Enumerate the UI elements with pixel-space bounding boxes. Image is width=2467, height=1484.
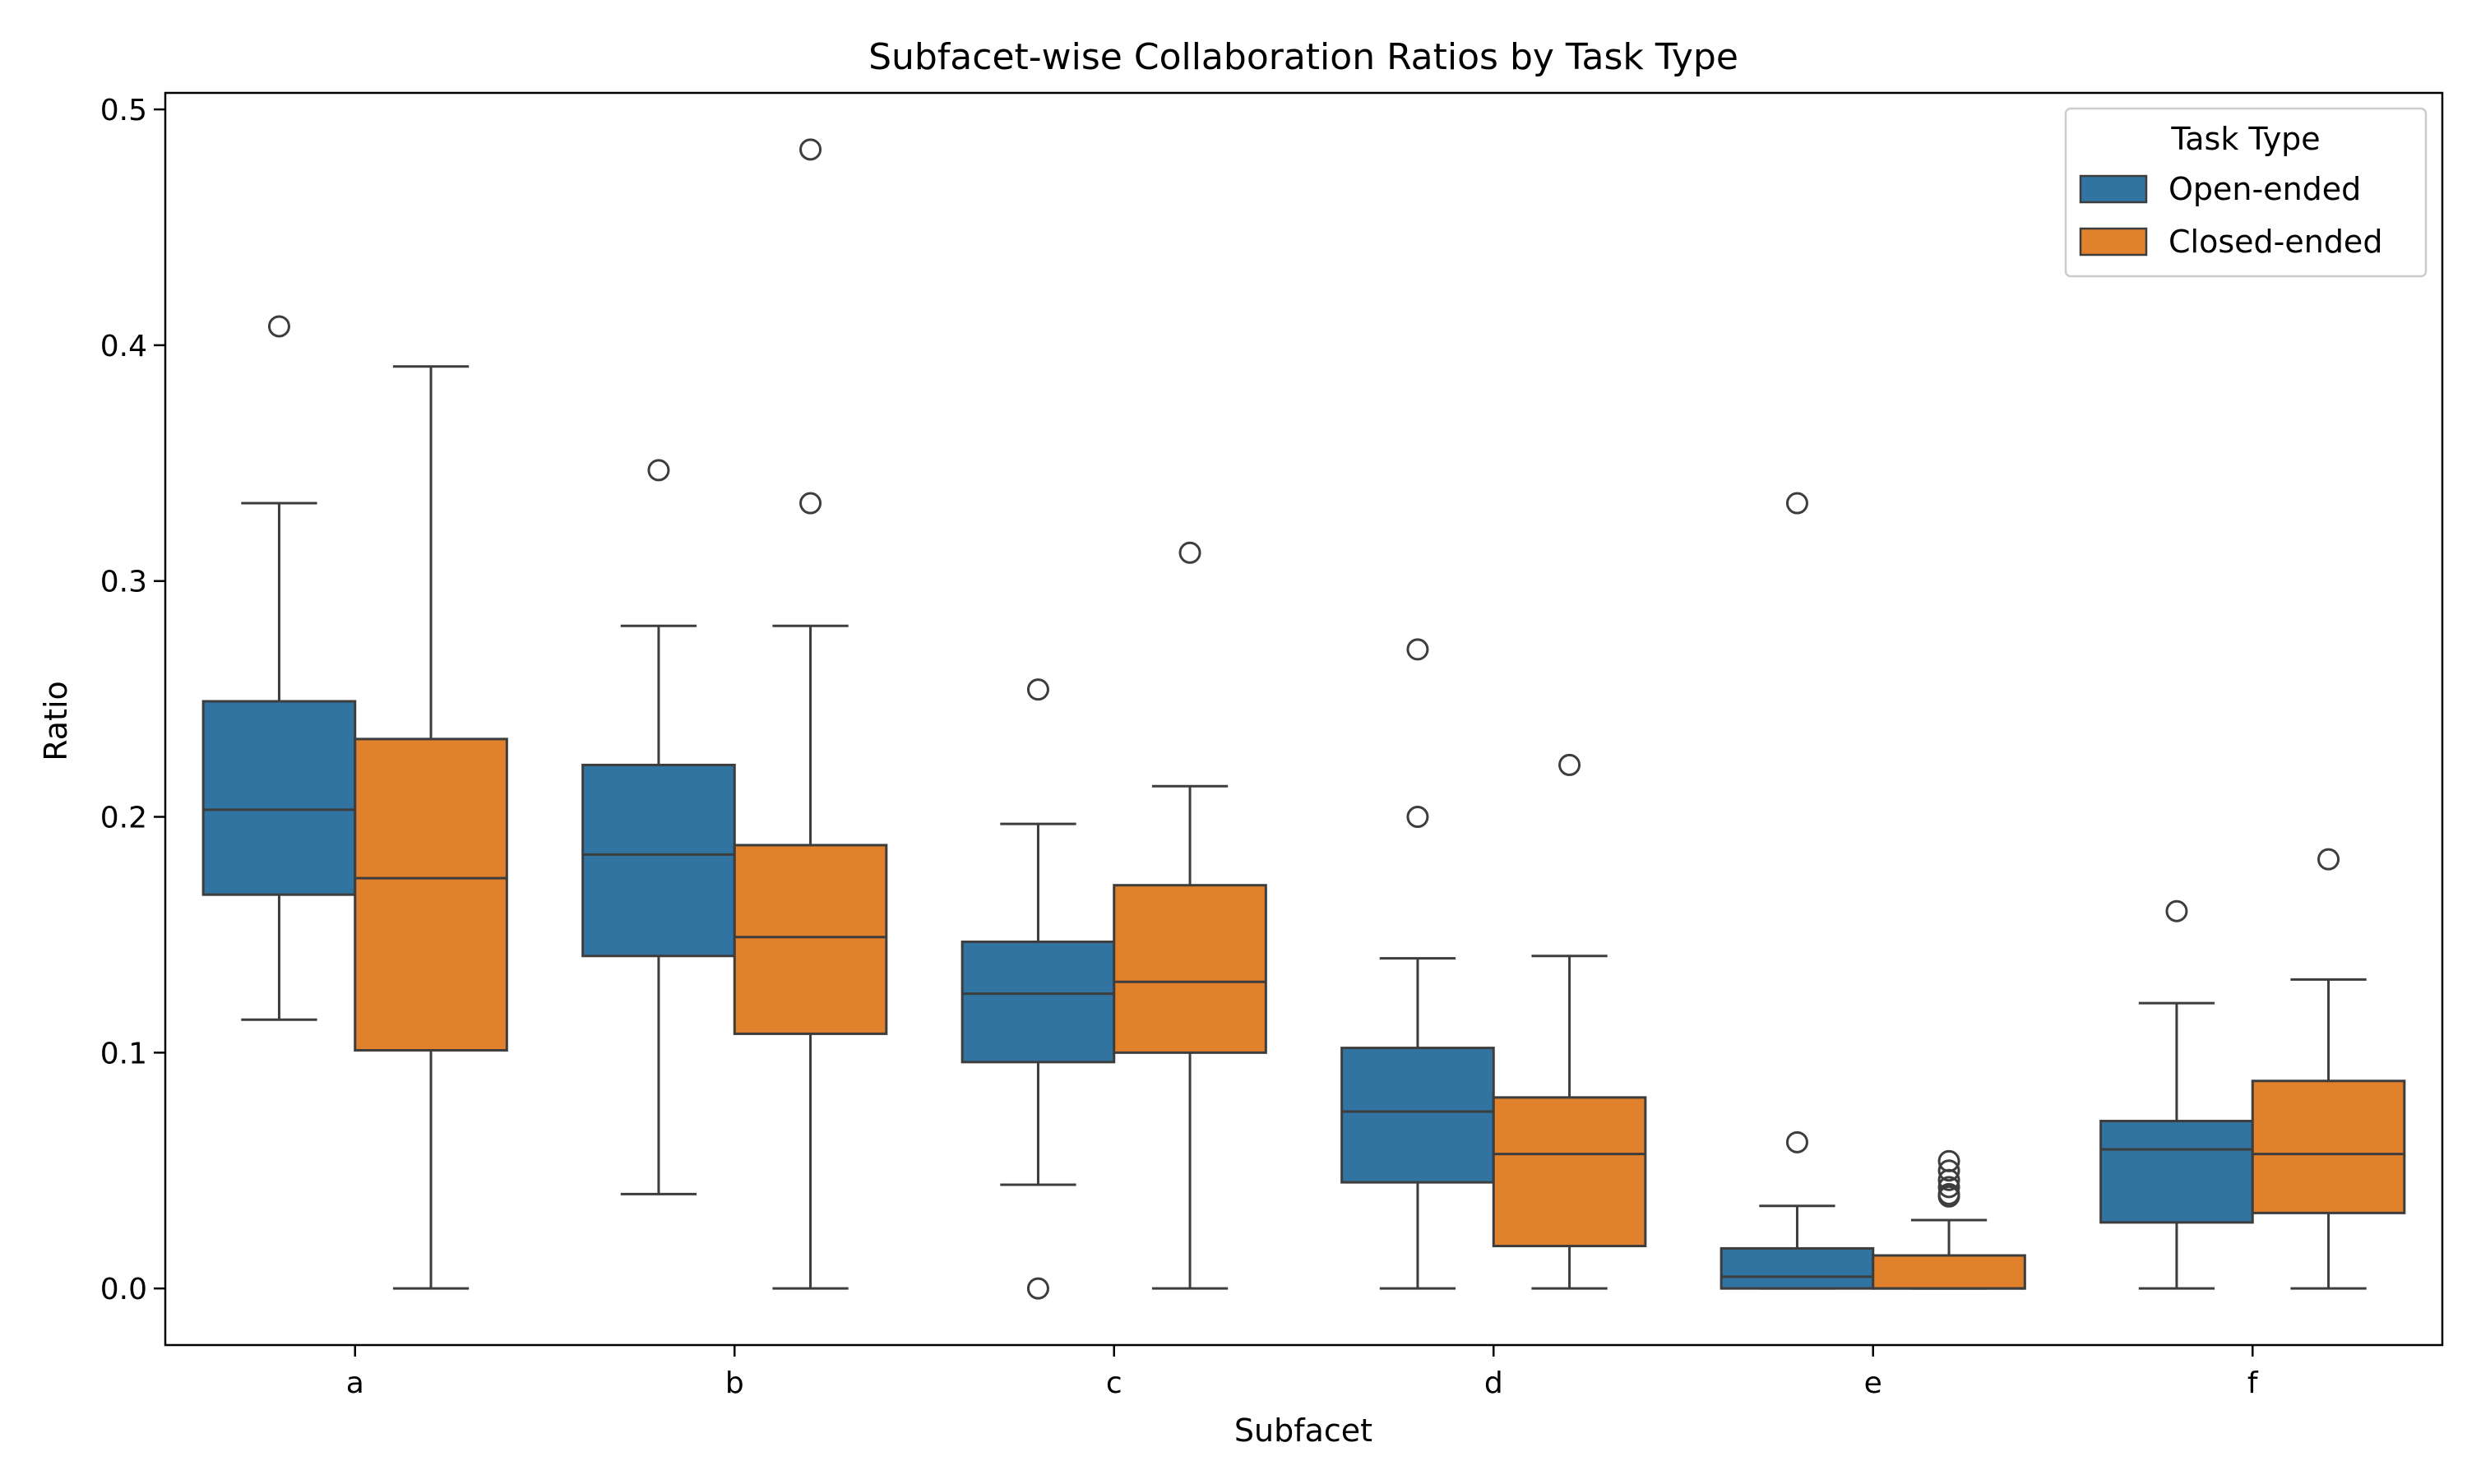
legend-label: Closed-ended (2168, 224, 2382, 260)
y-tick-label: 0.1 (100, 1037, 147, 1070)
outlier-point (2165, 899, 2188, 922)
x-tick-label: a (346, 1366, 364, 1400)
legend-swatch (2079, 174, 2148, 204)
chart-title: Subfacet-wise Collaboration Ratios by Ta… (868, 36, 1738, 78)
x-axis-label: Subfacet (1234, 1412, 1372, 1449)
box-e (1719, 492, 1875, 1290)
outlier-point (1937, 1176, 1960, 1199)
legend: Task Type Open-ended Closed-ended (2064, 107, 2428, 278)
box-a (201, 315, 357, 1021)
legend-item: Open-ended (2079, 171, 2361, 207)
box-b (581, 459, 736, 1195)
legend-item: Closed-ended (2079, 224, 2382, 260)
legend-frame (2064, 107, 2428, 278)
box-iqr (201, 700, 357, 896)
outlier-point (1026, 1277, 1049, 1300)
outlier-point (647, 459, 670, 482)
box-iqr (354, 737, 508, 1052)
plot-area (201, 138, 2406, 1300)
outlier-point (1406, 806, 1429, 829)
box-d (1340, 638, 1495, 1290)
box-iqr (2099, 1120, 2254, 1224)
y-tick-label: 0.5 (100, 94, 147, 127)
outlier-point (1937, 1185, 1960, 1208)
outlier-point (1178, 541, 1201, 564)
y-tick-label: 0.2 (100, 802, 147, 835)
outlier-point (1026, 678, 1049, 701)
legend-title: Task Type (2170, 121, 2320, 157)
series-closed-ended (354, 138, 2406, 1290)
box-iqr (1872, 1254, 2026, 1290)
plot-frame (164, 91, 2444, 1347)
outlier-point (1937, 1168, 1960, 1191)
legend-label: Open-ended (2168, 171, 2361, 207)
box-iqr (1340, 1047, 1495, 1184)
x-tick-label: c (1106, 1366, 1122, 1400)
box-iqr (1113, 884, 1267, 1054)
box-d (1492, 753, 1647, 1290)
y-tick-label: 0.3 (100, 566, 147, 599)
y-axis-label: Ratio (38, 681, 74, 761)
box-iqr (960, 941, 1116, 1064)
x-tick-label: f (2247, 1366, 2259, 1400)
box-c (1113, 541, 1267, 1290)
legend-swatch (2079, 227, 2148, 257)
y-tick-label: 0.4 (100, 330, 147, 363)
outlier-point (267, 315, 290, 338)
box-b (733, 138, 888, 1290)
y-tick-label: 0.0 (100, 1273, 147, 1306)
outlier-point (799, 492, 822, 515)
box-iqr (1492, 1096, 1647, 1248)
outlier-point (1406, 638, 1429, 661)
outlier-point (1937, 1159, 1960, 1182)
outlier-point (1785, 492, 1808, 515)
box-a (354, 365, 508, 1290)
box-f (2099, 899, 2254, 1290)
box-c (960, 678, 1116, 1300)
box-f (2251, 848, 2406, 1290)
box-iqr (581, 763, 736, 958)
box-e (1872, 1149, 2026, 1290)
outlier-point (799, 138, 822, 161)
series-open-ended (201, 315, 2254, 1300)
outlier-point (1785, 1130, 1808, 1153)
outlier-point (1558, 753, 1581, 776)
x-tick-label: e (1864, 1366, 1882, 1400)
outlier-point (2317, 848, 2340, 871)
x-tick-label: d (1484, 1366, 1503, 1400)
box-iqr (2251, 1079, 2406, 1214)
x-tick-label: b (725, 1366, 744, 1400)
box-iqr (1719, 1246, 1875, 1290)
box-iqr (733, 844, 888, 1035)
